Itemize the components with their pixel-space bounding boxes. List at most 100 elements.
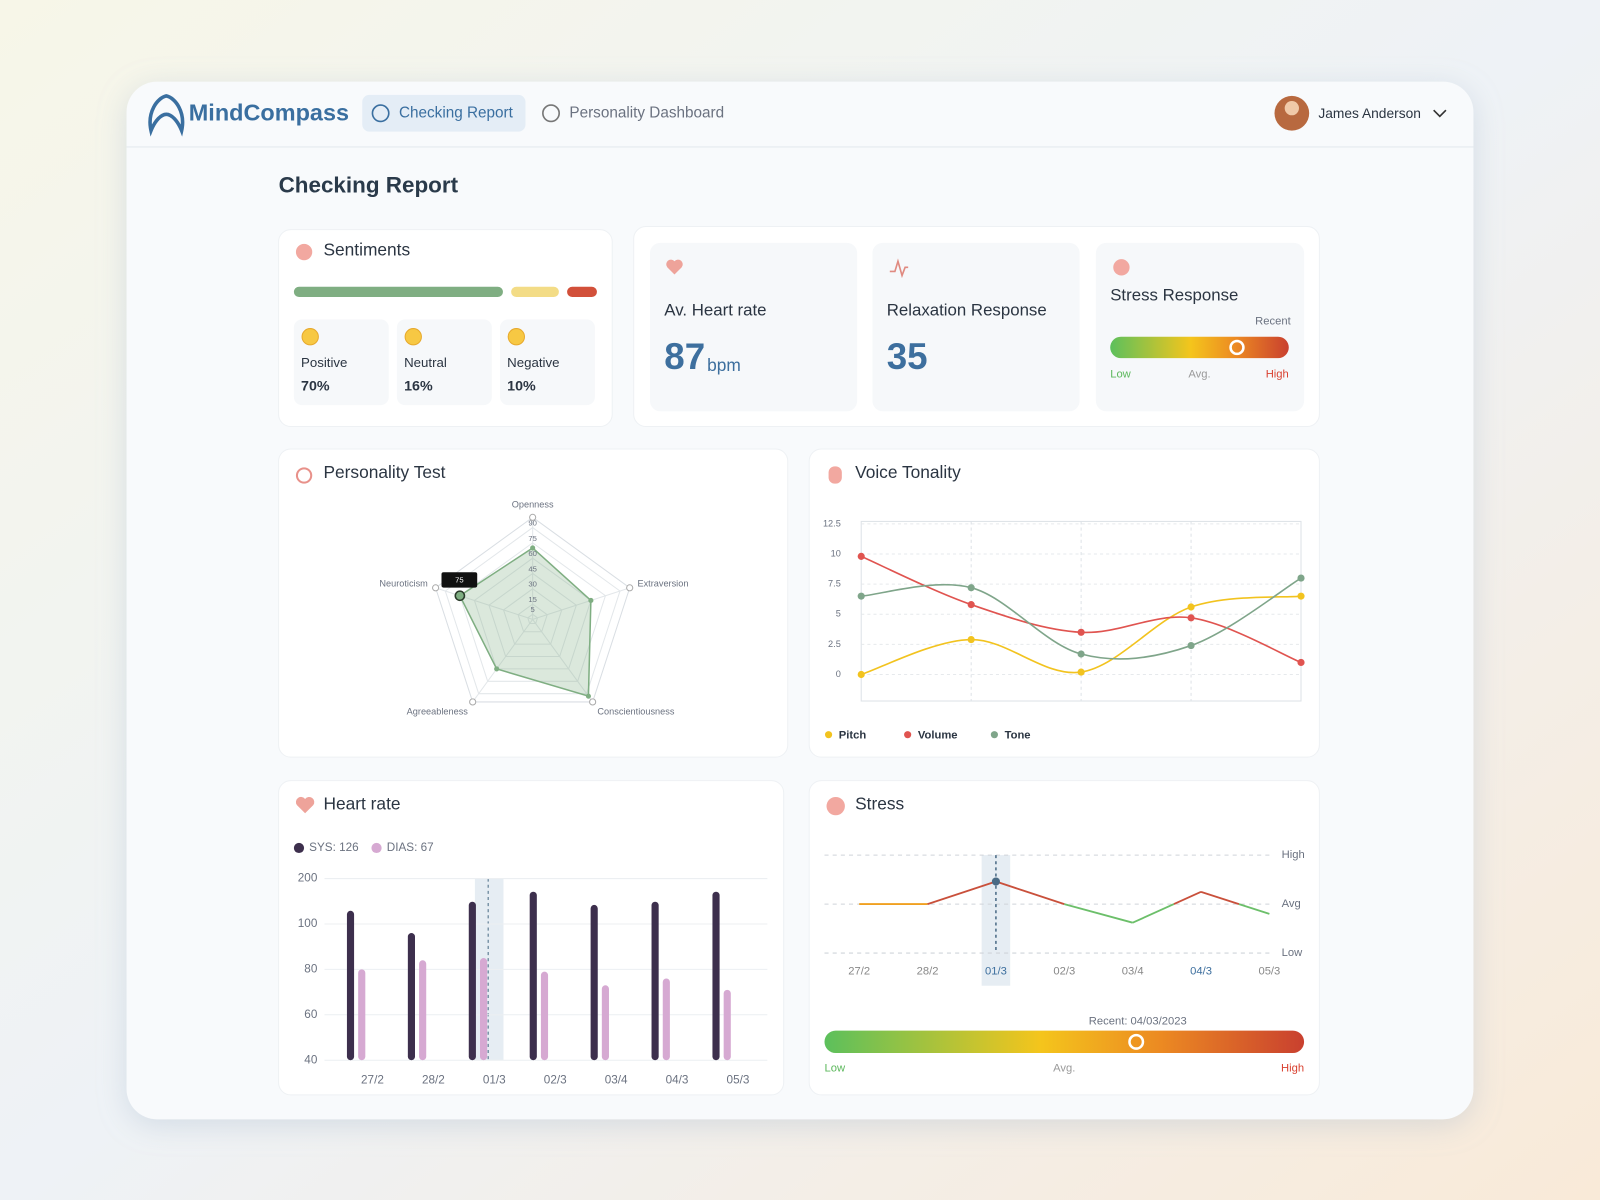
card-title: Sentiments [323, 240, 410, 260]
point [967, 635, 975, 644]
legend-swatch [293, 842, 305, 854]
logo [148, 94, 185, 137]
brain-icon [826, 796, 845, 816]
emoji [301, 328, 319, 346]
y-tick-label: 7.5 [828, 579, 841, 589]
bar [407, 933, 415, 1061]
y-tick-label: 40 [304, 1053, 318, 1066]
y-tick-label: 5 [836, 609, 841, 619]
tab[interactable]: Checking Report [362, 94, 526, 132]
gauge-scale-label: Low [824, 1062, 845, 1074]
gauge-bar [824, 1030, 1305, 1054]
radar-grid [517, 603, 548, 633]
radar-end [469, 698, 477, 706]
heart-icon [666, 259, 683, 275]
radar-axis-label: Extraversion [637, 578, 688, 588]
tab[interactable]: Personality Dashboard [542, 104, 724, 123]
brain-icon [1113, 259, 1130, 276]
legend-label: SYS: 126 [309, 841, 359, 854]
radar-tick-label: 15 [528, 595, 537, 604]
gauge-marker-label: Recent: 04/03/2023 [1089, 1015, 1187, 1027]
bar [480, 958, 488, 1061]
user-menu[interactable]: James Anderson [1274, 95, 1447, 131]
card-title: Stress [855, 794, 904, 814]
sentiment-name: Neutral [404, 355, 447, 370]
tab-label: Personality Dashboard [569, 104, 724, 121]
legend-swatch [990, 731, 998, 739]
x-tick-label: 28/2 [422, 1074, 445, 1087]
point [857, 592, 865, 600]
legend-label: DIAS: 67 [387, 841, 434, 854]
x-tick-label: 01/3 [483, 1074, 506, 1087]
emoji [404, 328, 422, 346]
x-tick-label: 03/4 [605, 1074, 628, 1087]
bar [590, 904, 598, 1061]
line-segment [1238, 903, 1270, 915]
y-tick-label: Low [1282, 947, 1303, 959]
metric-unit: bpm [707, 355, 741, 375]
bar [712, 891, 720, 1061]
bar [529, 891, 537, 1061]
sentiment-bar [511, 286, 559, 297]
x-tick-label: 04/3 [1190, 965, 1212, 977]
x-tick-label: 05/3 [727, 1074, 750, 1087]
sentiment-bar [293, 286, 503, 297]
metric-card [872, 242, 1080, 412]
legend-swatch [825, 731, 833, 739]
radar-axis-label: Openness [512, 500, 554, 510]
metric-title: Av. Heart rate [664, 301, 766, 320]
point [1187, 642, 1195, 650]
x-tick-label: 05/3 [1258, 965, 1280, 977]
radar-point [494, 666, 500, 672]
card [808, 448, 1320, 758]
card-title: Personality Test [323, 462, 445, 482]
metric-card [1095, 242, 1305, 412]
user-name: James Anderson [1318, 106, 1421, 121]
metric-value: 35 [887, 336, 928, 377]
legend-swatch [904, 731, 912, 739]
y-tick-label: High [1282, 849, 1305, 861]
card-title: Heart rate [323, 794, 400, 814]
radar-point [585, 693, 591, 699]
bar [601, 985, 609, 1061]
sentiment-value: 16% [404, 379, 433, 395]
radar-point [530, 545, 536, 551]
gauge-scale-label: Avg. [1188, 368, 1210, 380]
y-tick-label: 0 [836, 669, 841, 679]
point [1077, 668, 1085, 676]
radar-end [529, 513, 537, 521]
y-tick-label: 80 [304, 962, 318, 975]
tab-icon [542, 104, 560, 123]
x-tick-label: 02/3 [1053, 965, 1075, 977]
sentiment-name: Negative [507, 355, 559, 370]
x-tick-label: 27/2 [361, 1074, 384, 1087]
sentiment-name: Positive [301, 355, 347, 370]
tooltip-value: 75 [455, 575, 463, 584]
tab-bg [362, 94, 526, 132]
point [967, 601, 975, 609]
bar [723, 989, 731, 1061]
radar-grid [488, 572, 577, 658]
radar-tick-label: 75 [528, 534, 537, 543]
legend-label: Pitch [839, 730, 867, 742]
legend-label: Tone [1005, 730, 1031, 742]
gauge-scale-label: High [1281, 1062, 1304, 1074]
radar-end [589, 698, 597, 706]
bar [540, 971, 549, 1061]
radar-axis-label: Agreeableness [407, 706, 469, 716]
page-title: Checking Report [279, 173, 459, 198]
sentiment-value: 70% [301, 379, 330, 395]
radar-spoke [532, 587, 630, 620]
radar-tick-label: 90 [528, 518, 537, 527]
point [1187, 614, 1195, 622]
point [1077, 650, 1085, 658]
bar [419, 960, 427, 1061]
charts: Positive 70% Neutral 16% Negative 10% Recent Lo… [293, 286, 1305, 1087]
personality-icon [295, 467, 313, 484]
tooltip [441, 572, 478, 588]
point [967, 584, 975, 592]
line-segment [1064, 903, 1133, 924]
radar-tick-label: 45 [528, 564, 537, 573]
gauge-marker-label: Recent [1255, 315, 1291, 327]
